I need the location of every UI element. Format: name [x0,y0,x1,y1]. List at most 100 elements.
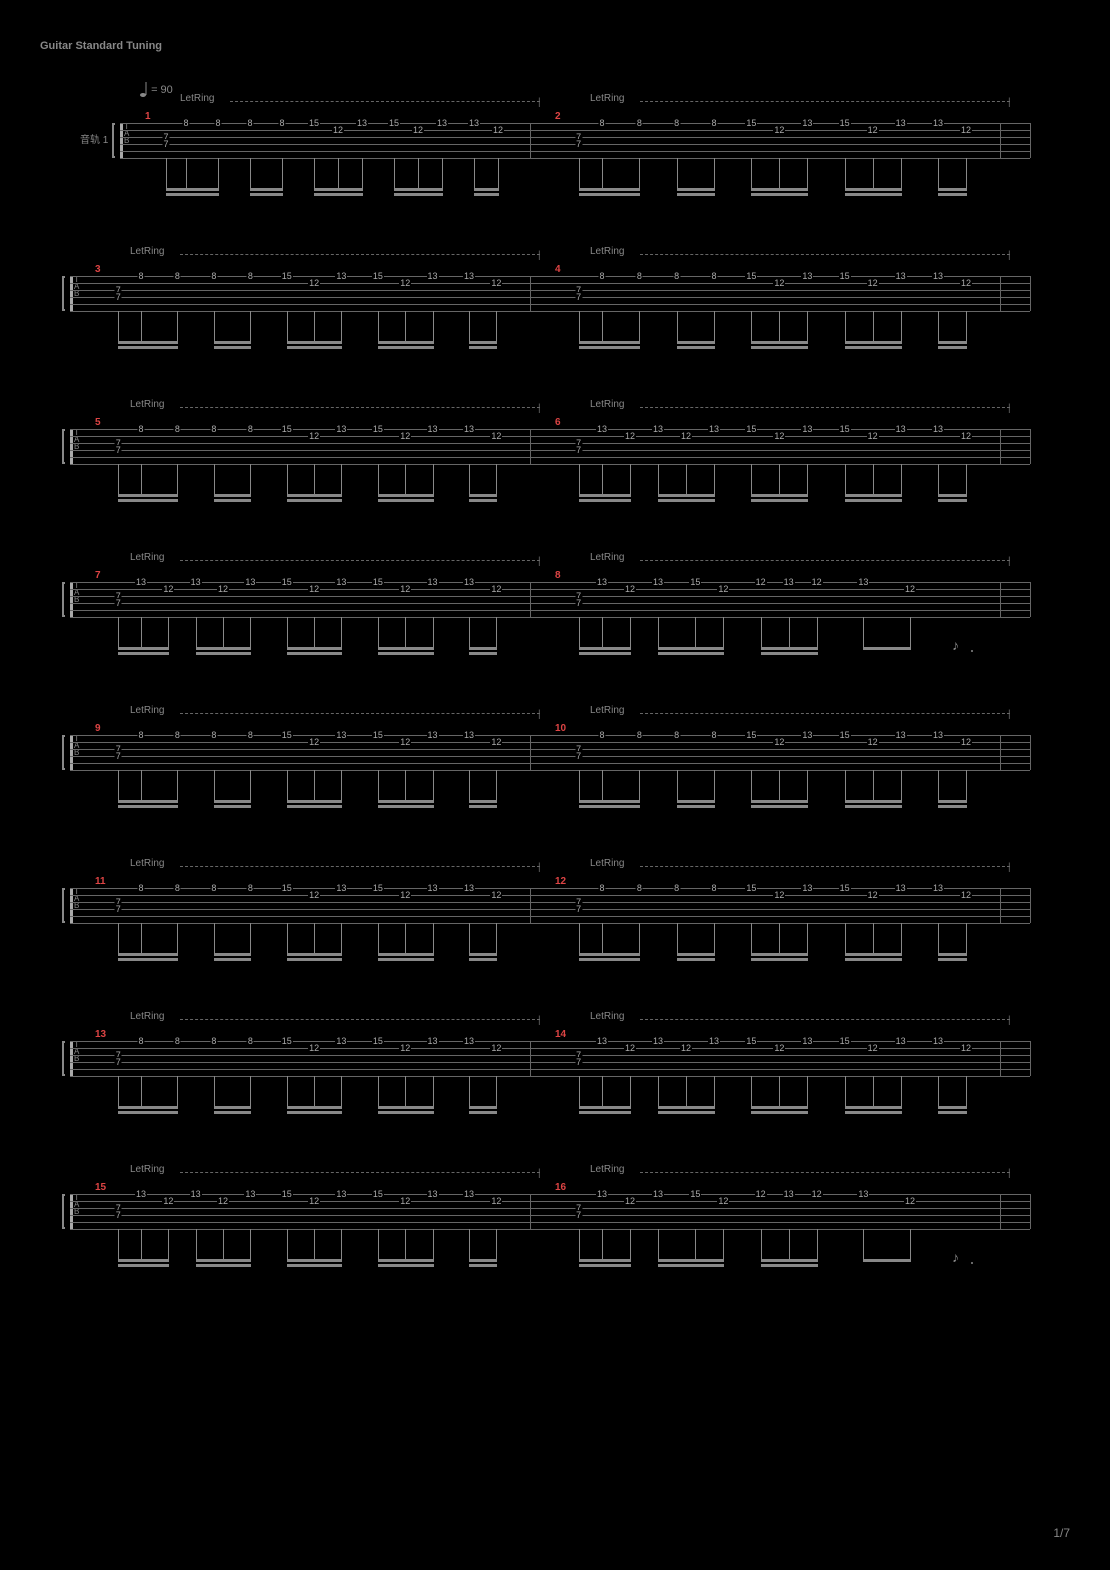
fret-number: 8 [247,1036,254,1046]
beam [938,346,967,349]
fret-number: 13 [783,577,795,587]
measure-number: 9 [95,723,101,734]
let-ring-line [180,866,540,867]
note-stem [287,1076,288,1108]
system-bracket [62,582,65,617]
fret-number: 15 [372,271,384,281]
fret-number: 13 [652,1036,664,1046]
note-stem [901,1076,902,1108]
staff-line [70,756,1030,757]
fret-number: 12 [960,890,972,900]
fret-number: 8 [710,883,717,893]
note-stem [845,158,846,190]
fret-number: 15 [689,577,701,587]
tempo-value: = 90 [151,84,173,96]
note-stem [496,617,497,649]
fret-number: 7 [115,1057,122,1067]
beam [378,1259,434,1262]
fret-number: 13 [427,883,439,893]
beam [378,494,434,497]
fret-number: 12 [811,577,823,587]
fret-number: 13 [335,1189,347,1199]
fret-number: 15 [745,1036,757,1046]
fret-number: 13 [895,118,907,128]
note-stem [817,1229,818,1261]
beam [474,193,499,196]
tab-staff [70,429,1030,464]
fret-number: 12 [867,125,879,135]
tab-system: TABLetRing|57788881512131512131312LetRin… [70,409,1070,524]
let-ring-label: LetRing [130,858,164,869]
fret-number: 8 [174,424,181,434]
barline [1030,123,1031,158]
tab-staff [70,276,1030,311]
beam [677,800,715,803]
note-stem [287,770,288,802]
fret-number: 13 [463,271,475,281]
note-stem [751,923,752,955]
staff-line [70,1194,1030,1195]
fret-number: 7 [115,904,122,914]
staff-line [70,763,1030,764]
beam [118,499,178,502]
note-stem [341,617,342,649]
note-stem [966,464,967,496]
note-stem [287,923,288,955]
beam [118,1264,169,1267]
fret-number: 12 [717,1196,729,1206]
note-stem [966,311,967,343]
barline [1030,888,1031,923]
note-stem [141,1076,142,1108]
note-stem [378,923,379,955]
note-stem [714,923,715,955]
let-ring-end: | [538,709,541,720]
fret-number: 13 [932,883,944,893]
beam [658,1111,715,1114]
track-label: 音轨 1 [80,131,108,146]
note-stem [845,311,846,343]
note-stem [714,158,715,190]
beam [677,341,715,344]
barline [1030,582,1031,617]
fret-number: 8 [210,424,217,434]
fret-number: 8 [673,118,680,128]
fret-number: 13 [436,118,448,128]
beam [677,958,715,961]
tab-system: TABLetRing|97788881512131512131312LetRin… [70,715,1070,830]
staff-line [120,130,1030,131]
fret-number: 8 [182,118,189,128]
note-stem [314,1076,315,1108]
note-stem [314,158,315,190]
note-stem [579,464,580,496]
note-stem [405,923,406,955]
note-stem [938,158,939,190]
fret-number: 13 [244,577,256,587]
note-stem [938,311,939,343]
fret-number: 7 [575,1057,582,1067]
let-ring-label: LetRing [590,552,624,563]
note-stem [282,158,283,190]
note-stem [779,923,780,955]
staff-line [70,909,1030,910]
fret-number: 13 [335,883,347,893]
fret-number: 15 [372,424,384,434]
fret-number: 15 [839,1036,851,1046]
fret-number: 13 [895,883,907,893]
beam [287,800,343,803]
fret-number: 8 [598,730,605,740]
beam [751,1106,808,1109]
measure-number: 10 [555,723,566,734]
fret-number: 15 [281,883,293,893]
system-bracket [62,276,65,311]
fret-number: 12 [624,431,636,441]
beam [845,341,902,344]
beam [579,800,641,803]
note-stem [910,1229,911,1261]
fret-number: 12 [680,1043,692,1053]
note-stem [250,1229,251,1261]
fret-number: 8 [214,118,221,128]
fret-number: 12 [490,431,502,441]
beam [378,805,434,808]
beam [378,1264,434,1267]
fret-number: 13 [895,730,907,740]
